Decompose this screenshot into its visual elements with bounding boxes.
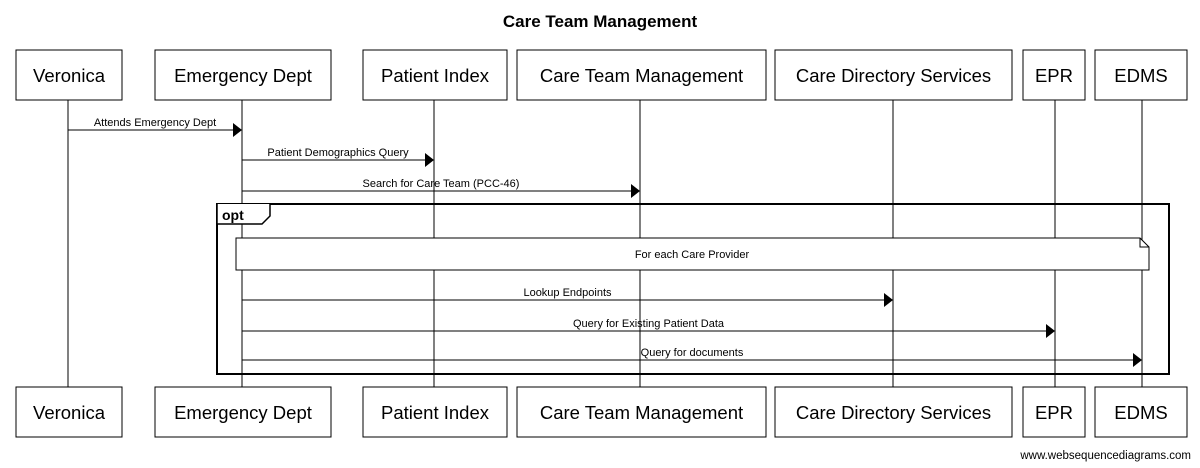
participant-box — [154, 386, 332, 438]
participant-box — [774, 386, 1013, 438]
participant-ed-bottom: Emergency Dept — [154, 386, 332, 438]
fragment-frame — [216, 203, 1170, 375]
participant-label: Patient Index — [381, 402, 490, 423]
opt-fragment: opt — [216, 203, 1170, 375]
messages: Attends Emergency Dept Patient Demographi… — [68, 117, 1142, 367]
participant-label: Patient Index — [381, 65, 490, 86]
message-2: Patient Demographics Query — [242, 147, 434, 167]
note-text: For each Care Provider — [635, 249, 750, 261]
participant-box — [1094, 49, 1188, 101]
participant-pi-top: Patient Index — [362, 49, 508, 101]
message-1: Attends Emergency Dept — [68, 117, 242, 137]
participant-veronica-top: Veronica — [15, 49, 123, 101]
participant-label: Care Team Management — [540, 402, 743, 423]
participant-epr-top: EPR — [1022, 49, 1086, 101]
participants-top: Veronica Emergency Dept Patient Index Care … — [15, 49, 1188, 101]
participant-epr-bottom: EPR — [1022, 386, 1086, 438]
participant-pi-bottom: Patient Index — [362, 386, 508, 438]
participant-box — [154, 49, 332, 101]
participant-box — [774, 49, 1013, 101]
message-arrowhead — [425, 153, 434, 167]
participant-ctm-bottom: Care Team Management — [516, 386, 767, 438]
participant-cds-bottom: Care Directory Services — [774, 386, 1013, 438]
participant-ed-top: Emergency Dept — [154, 49, 332, 101]
note-box — [235, 237, 1150, 271]
participant-label: Veronica — [33, 402, 106, 423]
message-5: Query for Existing Patient Data — [242, 318, 1055, 338]
participant-cds-top: Care Directory Services — [774, 49, 1013, 101]
participant-ctm-top: Care Team Management — [516, 49, 767, 101]
participant-box — [1094, 386, 1188, 438]
message-arrowhead — [1046, 324, 1055, 338]
participant-box — [516, 49, 767, 101]
participant-edms-top: EDMS — [1094, 49, 1188, 101]
participant-box — [1022, 386, 1086, 438]
participant-box — [1022, 49, 1086, 101]
message-arrowhead — [631, 184, 640, 198]
message-label: Query for Existing Patient Data — [573, 318, 725, 330]
message-arrowhead — [1133, 353, 1142, 367]
note-fold — [1139, 238, 1149, 248]
participant-label: Care Directory Services — [796, 402, 991, 423]
participant-box — [15, 386, 123, 438]
participant-edms-bottom: EDMS — [1094, 386, 1188, 438]
participants-bottom: Veronica Emergency Dept Patient Index Care … — [15, 386, 1188, 438]
participant-box — [362, 49, 508, 101]
watermark: www.websequencediagrams.com — [1019, 450, 1191, 462]
participant-veronica-bottom: Veronica — [15, 386, 123, 438]
message-3: Search for Care Team (PCC-46) — [242, 178, 640, 198]
fragment-label: opt — [222, 207, 244, 223]
participant-label: EDMS — [1114, 65, 1167, 86]
participant-label: Care Directory Services — [796, 65, 991, 86]
participant-box — [516, 386, 767, 438]
fragment-label-tab — [216, 204, 271, 225]
message-6: Query for documents — [242, 347, 1142, 367]
message-label: Patient Demographics Query — [267, 147, 409, 159]
message-label: Search for Care Team (PCC-46) — [363, 178, 520, 190]
participant-box — [15, 49, 123, 101]
message-arrowhead — [884, 293, 893, 307]
message-label: Attends Emergency Dept — [94, 117, 216, 129]
message-arrowhead — [233, 123, 242, 137]
message-4: Lookup Endpoints — [242, 287, 893, 307]
participant-label: Emergency Dept — [174, 402, 312, 423]
message-label: Lookup Endpoints — [523, 287, 612, 299]
participant-label: Emergency Dept — [174, 65, 312, 86]
participant-label: Veronica — [33, 65, 106, 86]
participant-box — [362, 386, 508, 438]
participant-label: EPR — [1035, 402, 1073, 423]
diagram-title: Care Team Management — [503, 12, 698, 31]
note: For each Care Provider — [235, 237, 1150, 271]
participant-label: Care Team Management — [540, 65, 743, 86]
message-label: Query for documents — [641, 347, 744, 359]
participant-label: EDMS — [1114, 402, 1167, 423]
participant-label: EPR — [1035, 65, 1073, 86]
